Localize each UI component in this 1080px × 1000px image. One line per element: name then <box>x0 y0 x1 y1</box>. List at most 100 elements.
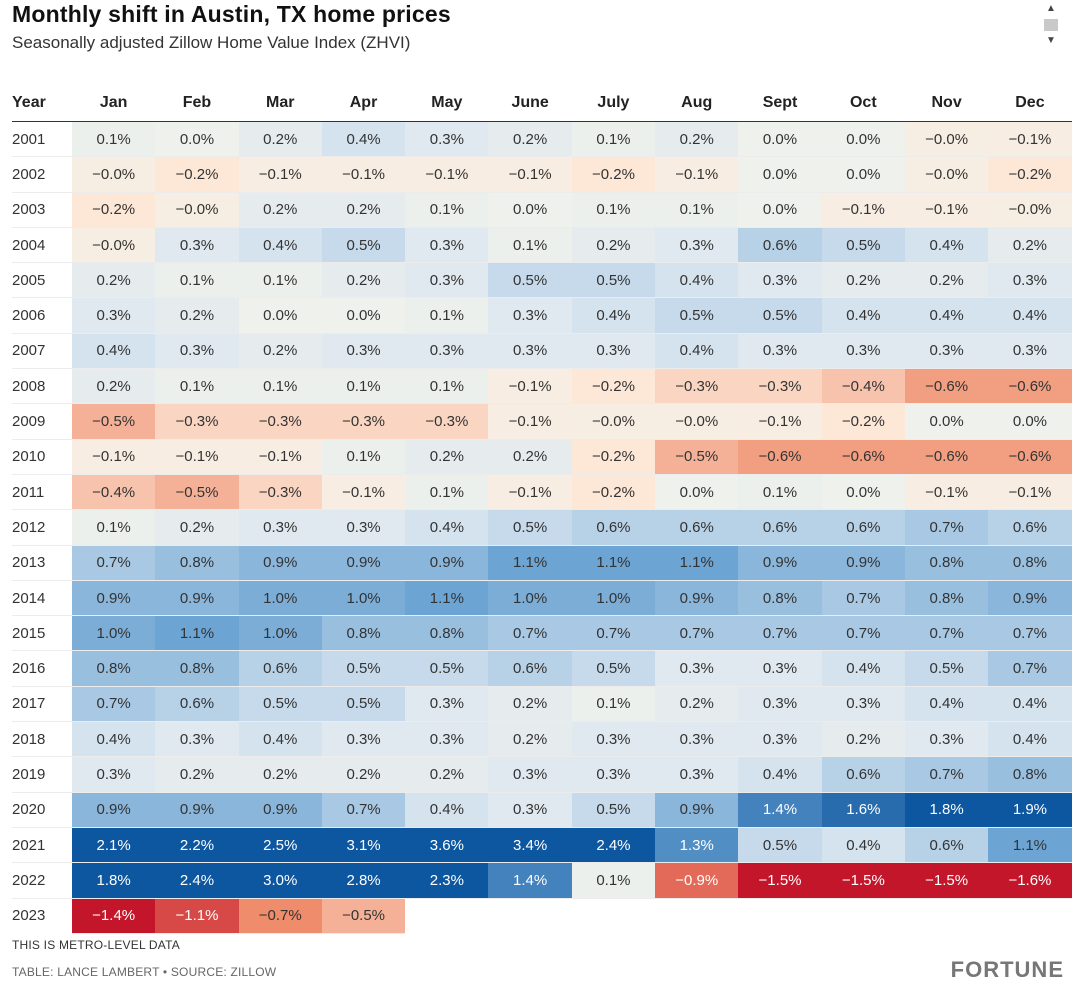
heatmap-cell: 0.4% <box>655 262 739 299</box>
scroll-thumb[interactable] <box>1044 19 1058 31</box>
table-row: 2012 0.1% 0.2% 0.3% 0.3% 0.4% 0.5% 0.6% 0.6% 0.6%… <box>12 509 1072 546</box>
heatmap-cell: −1.5% <box>904 862 989 899</box>
heatmap-cell: 0.9% <box>238 792 322 828</box>
row-label-year: 2005 <box>12 262 72 299</box>
heatmap-cell: 0.1% <box>738 474 822 511</box>
row-label-year: 2003 <box>12 192 72 228</box>
heatmap-cell: −0.1% <box>988 121 1072 158</box>
column-header-oct: Oct <box>821 84 905 122</box>
table-row: 2008 0.2% 0.1% 0.1% 0.1% 0.1% −0.1% −0.2% −0.3% −… <box>12 368 1072 405</box>
heatmap-cell: 0.3% <box>155 721 239 758</box>
heatmap-cell: 0.3% <box>738 686 822 723</box>
heatmap-cell: 0.4% <box>821 297 905 334</box>
heatmap-cell: 0.2% <box>72 368 156 405</box>
row-label-year: 2022 <box>12 862 72 899</box>
heatmap-cell: 0.3% <box>488 333 572 370</box>
heatmap-cell: 1.1% <box>488 545 572 581</box>
heatmap-cell: 0.9% <box>821 545 905 581</box>
scrollbar[interactable]: ▲ ▼ <box>1040 0 1062 52</box>
row-label-year: 2013 <box>12 545 72 581</box>
heatmap-cell: 0.4% <box>72 333 156 370</box>
heatmap-cell: 0.3% <box>738 262 822 299</box>
table-row: 2004 −0.0% 0.3% 0.4% 0.5% 0.3% 0.1% 0.2% 0.3% 0.6… <box>12 227 1072 264</box>
heatmap-cell: 0.2% <box>405 439 489 475</box>
heatmap-cell: −0.1% <box>488 403 572 440</box>
heatmap-cell: −0.3% <box>238 403 322 440</box>
heatmap-cell: 0.1% <box>238 262 322 299</box>
table-row: 2020 0.9% 0.9% 0.9% 0.7% 0.4% 0.3% 0.5% 0.9% 1.4%… <box>12 792 1072 828</box>
heatmap-cell: −0.6% <box>738 439 822 475</box>
heatmap-cell: 2.8% <box>321 862 406 899</box>
heatmap-cell: 0.2% <box>821 262 905 299</box>
heatmap-cell: 0.5% <box>738 297 822 334</box>
heatmap-cell: 0.3% <box>405 262 489 299</box>
heatmap-cell: 0.5% <box>321 686 406 723</box>
heatmap-cell: −0.2% <box>571 474 656 511</box>
heatmap-cell: 1.0% <box>571 580 656 617</box>
heatmap-cell: 3.4% <box>488 827 572 864</box>
heatmap-cell: 0.5% <box>488 262 572 299</box>
heatmap-cell: 0.3% <box>405 333 489 370</box>
heatmap-cell: −0.0% <box>72 227 156 264</box>
table-row: 2015 1.0% 1.1% 1.0% 0.8% 0.8% 0.7% 0.7% 0.7% 0.7%… <box>12 615 1072 652</box>
heatmap-cell: −0.1% <box>821 192 905 228</box>
heatmap-cell: −0.5% <box>72 403 156 440</box>
heatmap-cell: 0.9% <box>321 545 406 581</box>
column-header-apr: Apr <box>321 84 406 122</box>
header-row: Year Jan Feb Mar Apr May June July Aug Sept Oct Nov… <box>12 84 1072 122</box>
heatmap-cell: 0.3% <box>488 297 572 334</box>
heatmap-cell: 3.0% <box>238 862 322 899</box>
heatmap-cell: 0.3% <box>738 333 822 370</box>
heatmap-cell: 0.5% <box>904 650 989 687</box>
heatmap-cell: 0.5% <box>655 297 739 334</box>
heatmap-cell: 0.4% <box>904 297 989 334</box>
heatmap-cell: 0.4% <box>988 297 1072 334</box>
row-label-year: 2007 <box>12 333 72 370</box>
heatmap-cell: −0.1% <box>72 439 156 475</box>
heatmap-cell: −0.0% <box>988 192 1072 228</box>
heatmap-cell: 2.4% <box>155 862 239 899</box>
heatmap-cell: 0.2% <box>655 686 739 723</box>
heatmap-cell: 0.3% <box>72 297 156 334</box>
heatmap-cell: 0.3% <box>655 721 739 758</box>
column-header-year: Year <box>12 84 72 122</box>
heatmap-cell: −0.2% <box>988 156 1072 193</box>
column-header-may: May <box>405 84 489 122</box>
heatmap-cell: 0.2% <box>155 756 239 793</box>
source-credit: TABLE: LANCE LAMBERT • SOURCE: ZILLOW <box>12 965 277 979</box>
table-row: 2018 0.4% 0.3% 0.4% 0.3% 0.3% 0.2% 0.3% 0.3% 0.3%… <box>12 721 1072 758</box>
row-label-year: 2018 <box>12 721 72 758</box>
heatmap-cell: 3.6% <box>405 827 489 864</box>
table-row: 2019 0.3% 0.2% 0.2% 0.2% 0.2% 0.3% 0.3% 0.3% 0.4%… <box>12 756 1072 793</box>
empty-cell <box>738 898 821 933</box>
table-row: 2022 1.8% 2.4% 3.0% 2.8% 2.3% 1.4% 0.1% −0.9% −1.… <box>12 862 1072 899</box>
heatmap-cell: 0.0% <box>988 403 1072 440</box>
heatmap-cell: −0.0% <box>72 156 156 193</box>
heatmap-cell: 0.0% <box>904 403 989 440</box>
heatmap-cell: 0.2% <box>72 262 156 299</box>
row-label-year: 2011 <box>12 474 72 511</box>
heatmap-cell: 0.3% <box>571 333 656 370</box>
heatmap-cell: 0.3% <box>155 333 239 370</box>
heatmap-cell: 0.4% <box>904 227 989 264</box>
heatmap-cell: −0.0% <box>904 121 989 158</box>
heatmap-cell: 0.4% <box>405 509 489 546</box>
heatmap-cell: 0.2% <box>238 121 322 158</box>
heatmap-cell: −0.1% <box>405 156 489 193</box>
heatmap-cell: 2.4% <box>571 827 656 864</box>
empty-cell <box>988 898 1071 933</box>
scroll-up-arrow-icon[interactable]: ▲ <box>1046 3 1056 14</box>
heatmap-cell: −1.5% <box>821 862 905 899</box>
heatmap-cell: 0.2% <box>488 721 572 758</box>
heatmap-cell: 0.8% <box>155 545 239 581</box>
heatmap-cell: 0.4% <box>904 686 989 723</box>
heatmap-cell: 0.9% <box>988 580 1072 617</box>
table-row: 2001 0.1% 0.0% 0.2% 0.4% 0.3% 0.2% 0.1% 0.2% 0.0%… <box>12 121 1072 158</box>
heatmap-cell: 0.0% <box>655 474 739 511</box>
heatmap-cell: −0.5% <box>655 439 739 475</box>
scroll-down-arrow-icon[interactable]: ▼ <box>1046 35 1056 46</box>
table-row: 2007 0.4% 0.3% 0.2% 0.3% 0.3% 0.3% 0.3% 0.4% 0.3%… <box>12 333 1072 370</box>
heatmap-cell: −0.5% <box>155 474 239 511</box>
table-row: 2017 0.7% 0.6% 0.5% 0.5% 0.3% 0.2% 0.1% 0.2% 0.3%… <box>12 686 1072 723</box>
heatmap-cell: 0.8% <box>904 545 989 581</box>
